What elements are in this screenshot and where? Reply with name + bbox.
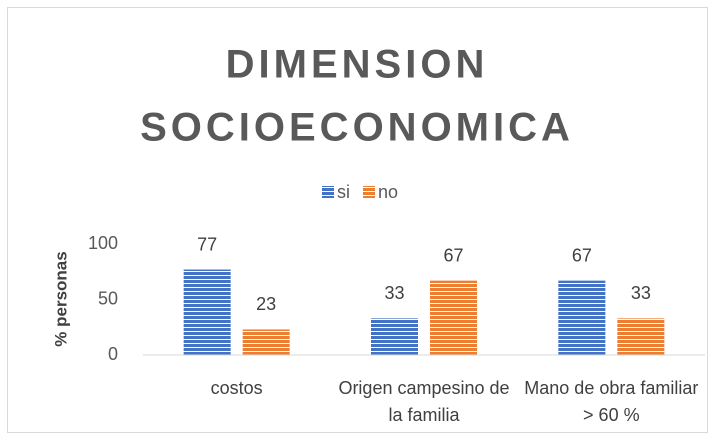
- x-tick-label: Origen campesino de la familia: [338, 378, 509, 425]
- y-tick-label: 100: [88, 233, 118, 253]
- legend-swatch: [363, 186, 375, 198]
- bar: [371, 318, 418, 355]
- data-label: 77: [197, 234, 217, 254]
- bar: [183, 269, 231, 355]
- bar: [617, 318, 665, 355]
- bar: [558, 280, 606, 355]
- legend-swatch: [322, 186, 334, 198]
- bar: [242, 329, 290, 355]
- y-tick-label: 50: [98, 288, 118, 308]
- x-tick-label: Mano de obra familiar > 60 %: [524, 378, 698, 425]
- chart-title: SOCIOECONOMICA: [140, 106, 574, 150]
- data-label: 23: [256, 294, 276, 314]
- y-axis-label: % personas: [51, 251, 70, 346]
- chart-title: DIMENSION: [226, 43, 489, 87]
- chart-border: [7, 7, 708, 433]
- legend-label: si: [337, 182, 350, 202]
- data-label: 67: [443, 245, 463, 265]
- data-label: 67: [572, 245, 592, 265]
- y-tick-label: 0: [108, 344, 118, 364]
- data-label: 33: [631, 283, 651, 303]
- data-label: 33: [384, 283, 404, 303]
- bar: [430, 280, 477, 355]
- legend-label: no: [378, 182, 398, 202]
- x-tick-label: costos: [211, 378, 263, 398]
